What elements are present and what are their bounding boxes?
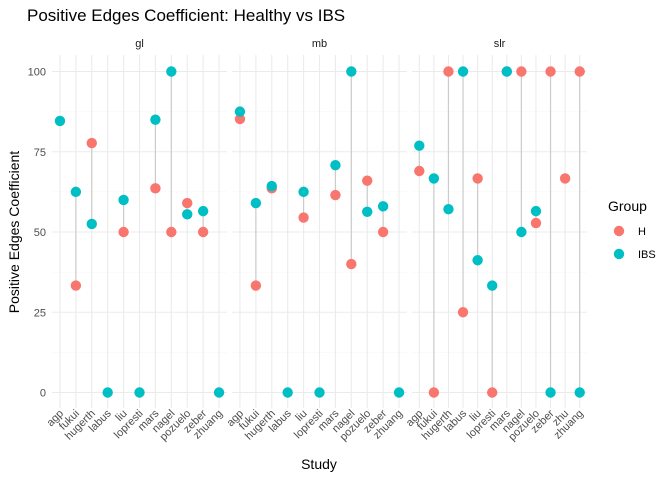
point-ibs-pozuelo (530, 205, 542, 217)
x-axis-title: Study (301, 456, 337, 472)
facet-panel-slr: slragpfukuihugerthlabusliuloprestimarsna… (404, 38, 587, 443)
point-h-zhu (559, 173, 571, 184)
legend-title: Group (608, 198, 647, 214)
point-ibs-lopresti (487, 280, 498, 291)
point-ibs-zeber (197, 205, 209, 217)
y-tick-label: 0 (40, 388, 46, 400)
point-h-zeber (377, 226, 389, 238)
point-ibs-labus (282, 387, 293, 398)
point-ibs-zhuang (574, 387, 585, 398)
legend-label-ibs: IBS (638, 249, 656, 261)
point-h-pozuelo (362, 175, 373, 186)
point-h-labus (457, 307, 469, 318)
point-ibs-fukui (250, 197, 262, 209)
point-ibs-hugerth (266, 180, 277, 192)
point-ibs-nagel (516, 226, 527, 238)
point-h-liu (118, 226, 129, 238)
point-h-fukui (250, 280, 262, 291)
y-tick-label: 75 (34, 147, 46, 159)
point-ibs-nagel (346, 66, 357, 77)
y-axis-title: Positive Edges Coefficient (6, 151, 22, 313)
point-h-agp (414, 165, 425, 177)
point-h-agp (234, 113, 246, 125)
point-ibs-nagel (166, 66, 177, 77)
point-ibs-pozuelo (362, 206, 373, 217)
legend-key-ibs (613, 248, 625, 260)
point-h-pozuelo (182, 197, 193, 209)
point-ibs-zhuang (213, 387, 225, 398)
point-h-hugerth (443, 66, 454, 77)
point-h-zeber (545, 66, 556, 77)
point-ibs-labus (102, 387, 113, 398)
facet-strip-label: gl (135, 38, 144, 50)
point-ibs-liu (298, 186, 309, 198)
y-tick-label: 100 (28, 67, 46, 79)
point-ibs-labus (457, 66, 469, 77)
point-h-hugerth (86, 137, 97, 149)
point-ibs-mars (330, 160, 341, 171)
point-h-mars (150, 183, 161, 194)
point-h-liu (298, 212, 309, 223)
facet-strip-label: mb (312, 38, 327, 50)
point-h-lopresti (487, 387, 498, 398)
point-ibs-mars (150, 114, 161, 125)
chart-title: Positive Edges Coefficient: Healthy vs I… (27, 6, 345, 25)
point-h-pozuelo (530, 217, 542, 229)
point-h-zhuang (574, 66, 585, 77)
point-h-mars (330, 189, 341, 201)
point-ibs-agp (54, 115, 66, 127)
point-ibs-lopresti (314, 387, 325, 398)
legend-key-h (613, 225, 625, 237)
point-ibs-liu (472, 255, 483, 266)
point-ibs-zeber (545, 387, 556, 398)
point-ibs-mars (501, 66, 512, 77)
point-ibs-pozuelo (182, 209, 193, 220)
point-ibs-zeber (377, 201, 389, 212)
point-h-zeber (197, 226, 209, 238)
point-h-fukui (70, 280, 82, 291)
point-ibs-hugerth (86, 218, 97, 230)
y-tick-label: 25 (34, 307, 46, 319)
facet-strip-label: slr (494, 38, 506, 50)
point-h-nagel (516, 66, 527, 77)
y-axis: 0 25 50 75 100 (28, 67, 46, 400)
point-ibs-fukui (428, 173, 440, 184)
point-ibs-agp (234, 106, 246, 117)
point-h-nagel (346, 258, 357, 270)
point-ibs-fukui (70, 186, 82, 198)
legend: Group H IBS (608, 198, 656, 261)
y-tick-label: 50 (34, 227, 46, 239)
point-ibs-liu (118, 194, 129, 206)
point-ibs-hugerth (443, 204, 454, 215)
point-ibs-agp (414, 140, 425, 151)
legend-label-h: H (638, 226, 646, 238)
point-ibs-zhuang (393, 387, 405, 398)
point-h-liu (472, 173, 483, 184)
point-h-fukui (428, 387, 440, 398)
point-ibs-lopresti (134, 387, 145, 398)
point-h-nagel (166, 226, 177, 238)
